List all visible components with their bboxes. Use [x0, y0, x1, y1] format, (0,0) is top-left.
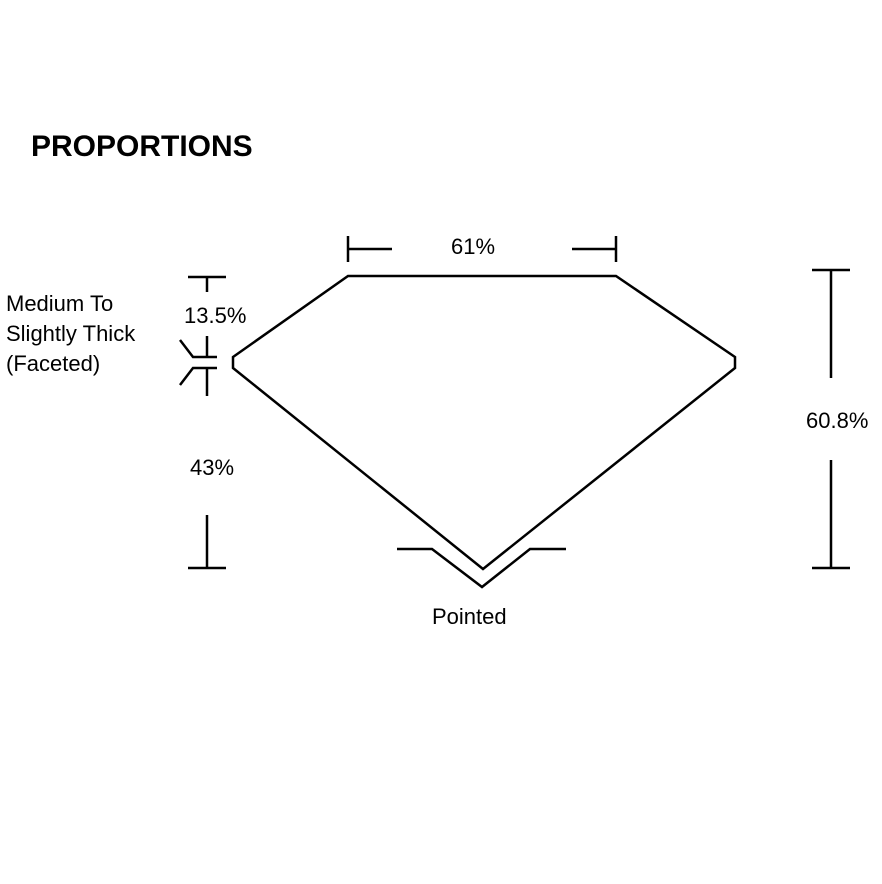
- girdle-marker-bottom: [179, 366, 217, 386]
- crown-height-label: 13.5%: [184, 303, 247, 328]
- girdle-marker-top: [179, 339, 217, 359]
- total-depth-label: 60.8%: [806, 408, 869, 433]
- girdle-label-3: (Faceted): [6, 351, 101, 376]
- culet-label: Pointed: [432, 604, 507, 629]
- table-label: 61%: [451, 234, 496, 259]
- girdle-label-1: Medium To: [6, 291, 114, 316]
- diamond-outline: [231, 274, 737, 571]
- pavilion-depth-label: 43%: [190, 455, 235, 480]
- girdle-label-2: Slightly Thick: [6, 321, 136, 346]
- culet-marker: [397, 547, 566, 589]
- page-title: PROPORTIONS: [31, 130, 253, 163]
